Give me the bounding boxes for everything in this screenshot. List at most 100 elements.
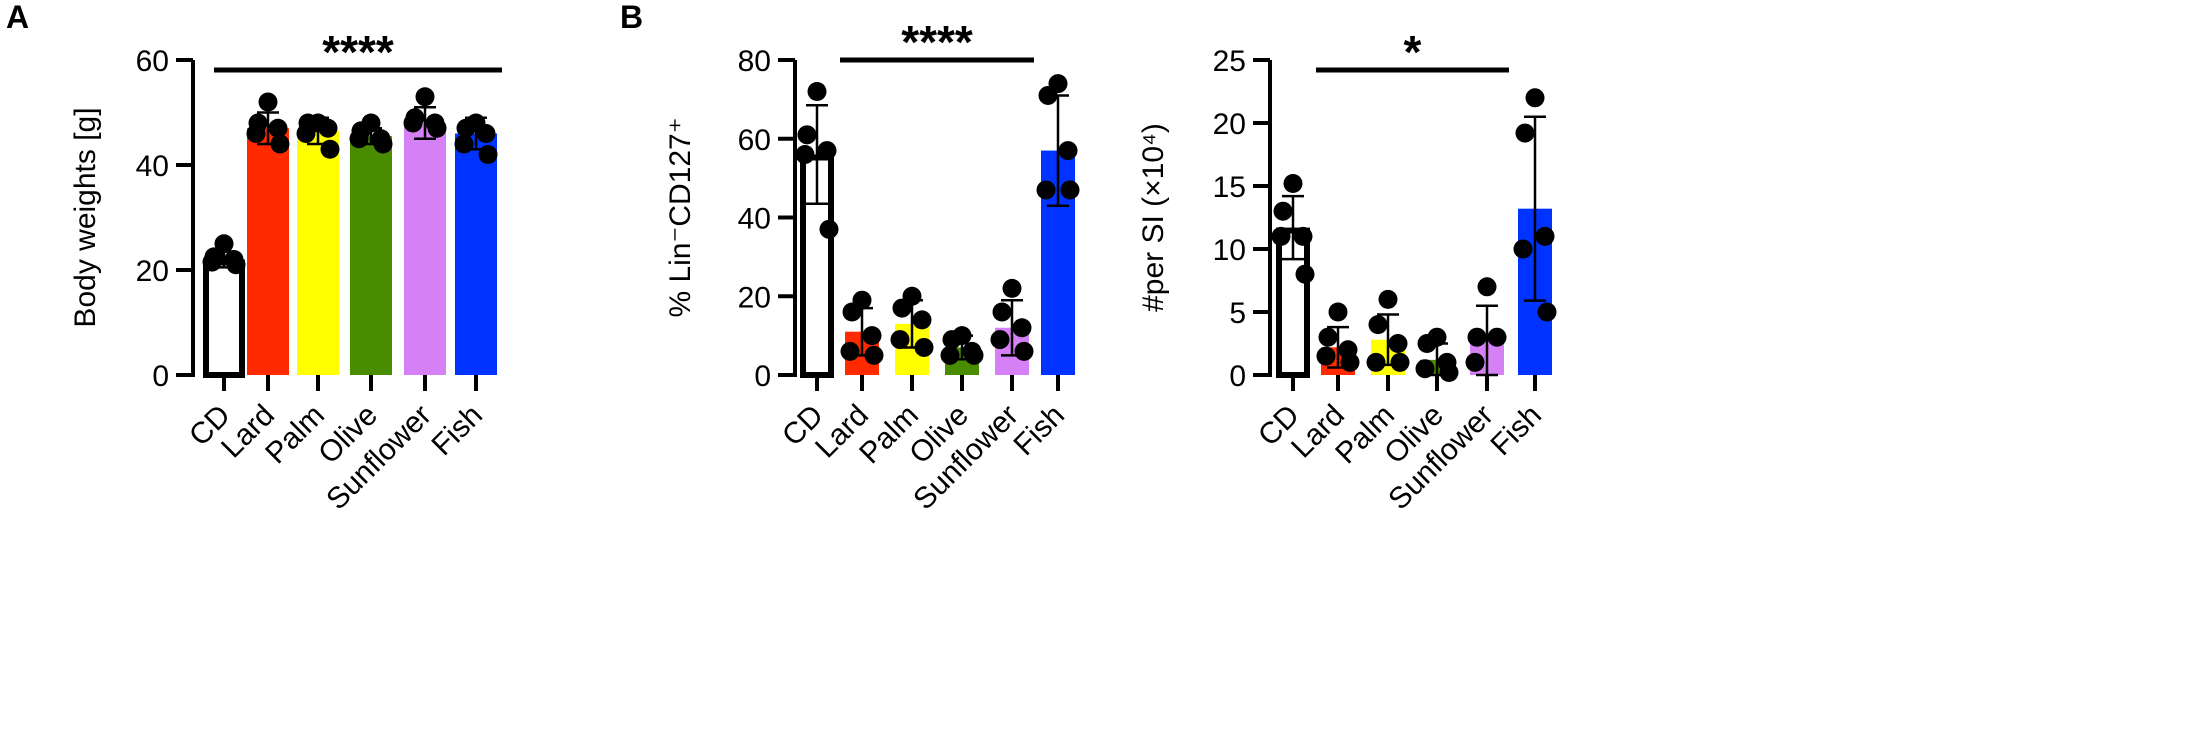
data-point — [403, 113, 423, 133]
data-point — [1058, 141, 1078, 161]
data-point — [478, 145, 498, 164]
data-point — [454, 134, 474, 154]
data-point — [1513, 239, 1533, 259]
data-point — [373, 134, 393, 154]
data-point — [1487, 327, 1507, 347]
y-tick-label: 40 — [136, 150, 169, 183]
data-point — [890, 330, 910, 350]
data-point — [807, 82, 827, 101]
data-point — [1293, 226, 1313, 246]
data-point — [840, 341, 860, 361]
data-point — [1537, 302, 1557, 322]
data-point — [942, 330, 962, 350]
data-point — [349, 129, 369, 149]
data-point — [992, 302, 1012, 322]
data-point — [1417, 334, 1437, 353]
y-tick-label: 60 — [738, 124, 771, 157]
bar-lard — [247, 128, 289, 375]
y-tick-label: 0 — [1229, 360, 1246, 393]
bar-fish — [455, 133, 497, 375]
significance-label: **** — [901, 16, 973, 68]
y-axis-label: % Lin⁻CD127⁺ — [664, 117, 697, 317]
data-point — [1012, 318, 1032, 338]
data-point — [819, 219, 839, 239]
data-point — [268, 118, 288, 138]
panel-letter-b: B — [620, 0, 643, 35]
data-point — [1467, 327, 1487, 347]
data-point — [1340, 352, 1360, 372]
data-point — [456, 118, 476, 138]
data-point — [795, 145, 815, 164]
significance-label: **** — [322, 26, 394, 78]
y-tick-label: 20 — [136, 255, 169, 288]
data-point — [1295, 264, 1315, 284]
data-point — [1515, 123, 1535, 143]
data-point — [318, 118, 338, 138]
data-point — [1388, 334, 1408, 353]
data-point — [320, 139, 340, 159]
y-tick-label: 25 — [1213, 45, 1246, 78]
data-point — [1477, 277, 1497, 297]
data-point — [1318, 327, 1338, 347]
x-tick-label-fish: Fish — [426, 399, 489, 462]
data-point — [202, 252, 222, 272]
data-point — [246, 124, 266, 143]
data-point — [1368, 315, 1388, 335]
data-point — [427, 118, 447, 138]
data-point — [1316, 346, 1336, 366]
data-point — [296, 124, 316, 143]
data-point — [842, 302, 862, 322]
y-axis-label: #per SI (×10⁴) — [1137, 123, 1170, 312]
data-point — [1439, 362, 1459, 382]
bar-palm — [297, 130, 339, 375]
data-point — [1036, 180, 1056, 200]
x-tick-label-palm: Palm — [259, 399, 331, 471]
data-point — [990, 330, 1010, 350]
y-tick-label: 10 — [1213, 234, 1246, 267]
data-point — [258, 92, 278, 112]
data-point — [1390, 352, 1410, 372]
data-point — [1328, 302, 1348, 322]
data-point — [892, 298, 912, 318]
y-tick-label: 40 — [738, 203, 771, 236]
panel-letter-a: A — [6, 0, 29, 35]
data-point — [1038, 85, 1058, 105]
y-tick-label: 60 — [136, 45, 169, 78]
data-point — [1014, 341, 1034, 361]
data-point — [1366, 352, 1386, 372]
x-tick-label-fish: Fish — [1485, 399, 1548, 462]
y-tick-label: 0 — [754, 360, 771, 393]
y-tick-label: 80 — [738, 45, 771, 78]
data-point — [1060, 180, 1080, 200]
data-point — [912, 310, 932, 330]
data-point — [1273, 201, 1293, 221]
data-point — [1271, 226, 1291, 246]
bar-sunflower — [404, 123, 446, 375]
data-point — [1415, 359, 1435, 379]
data-point — [1465, 352, 1485, 372]
data-point — [214, 234, 234, 254]
data-point — [914, 337, 934, 357]
y-tick-label: 0 — [152, 360, 169, 393]
data-point — [797, 125, 817, 145]
significance-label: * — [1404, 26, 1422, 78]
data-point — [270, 134, 290, 154]
data-point — [1535, 226, 1555, 246]
x-tick-label-fish: Fish — [1008, 399, 1071, 462]
data-point — [476, 124, 496, 143]
data-point — [1378, 289, 1398, 309]
y-tick-label: 5 — [1229, 297, 1246, 330]
data-point — [817, 141, 837, 161]
data-point — [940, 345, 960, 365]
y-tick-label: 20 — [1213, 108, 1246, 141]
data-point — [864, 345, 884, 365]
y-axis-label: Body weights [g] — [69, 107, 102, 327]
bar-cd — [203, 259, 245, 378]
data-point — [226, 255, 246, 275]
data-point — [964, 345, 984, 365]
x-tick-label-palm: Palm — [853, 399, 925, 471]
